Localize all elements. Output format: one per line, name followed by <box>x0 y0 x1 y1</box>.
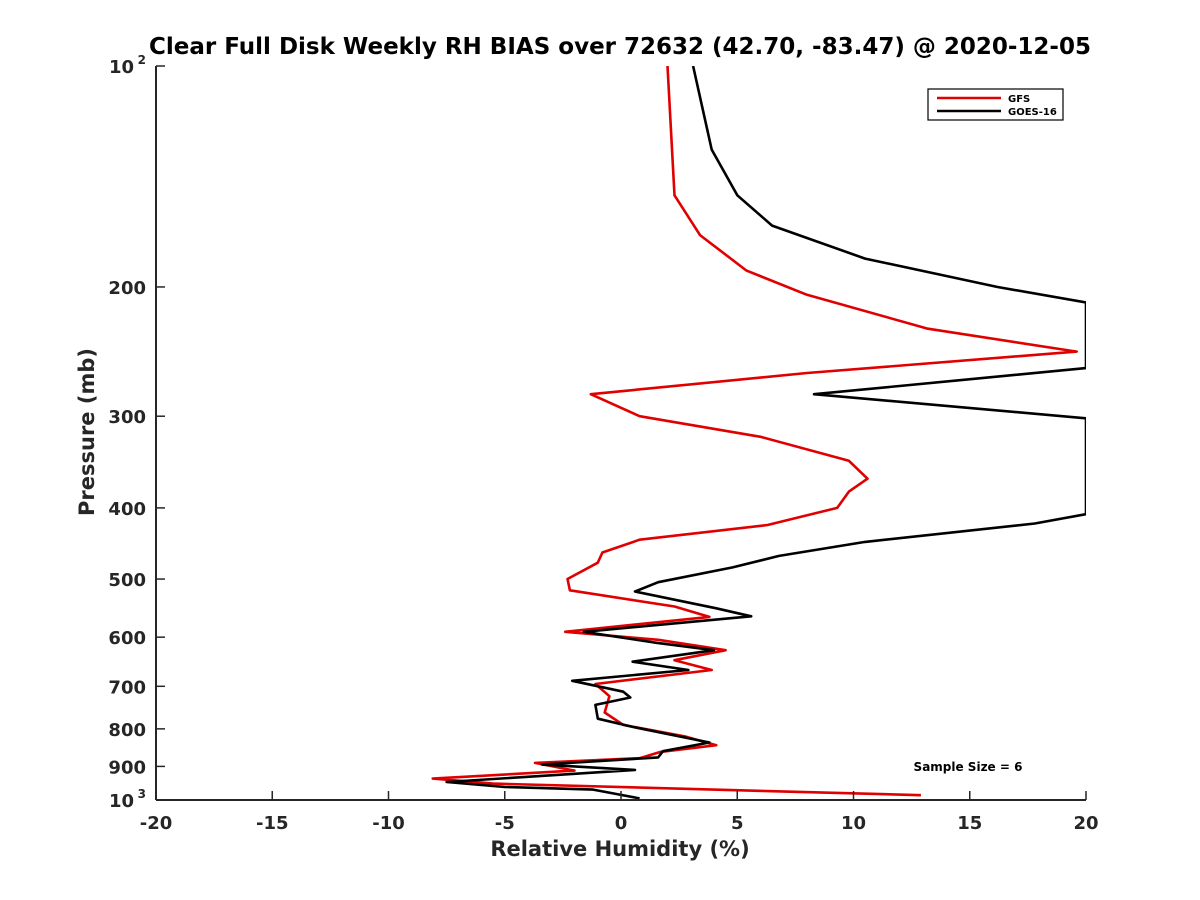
y-tick-label: 500 <box>108 570 146 591</box>
y-tick-label: 900 <box>108 757 146 778</box>
x-tick-label: 5 <box>731 813 744 834</box>
y-tick-label: 10 <box>109 791 134 812</box>
sample-size-annotation: Sample Size = 6 <box>914 760 1023 774</box>
series-layer <box>431 66 1086 800</box>
series-line-gfs <box>431 66 1078 797</box>
x-tick-label: 15 <box>957 813 982 834</box>
legend: GFS GOES-16 <box>927 88 1064 121</box>
y-tick-label: 10 <box>109 57 134 78</box>
y-tick-label: 700 <box>108 677 146 698</box>
series-line-goes16 <box>445 66 1086 800</box>
x-tick-label: -5 <box>495 813 515 834</box>
y-tick-exponent: 2 <box>138 53 146 67</box>
x-axis-ticks: -20 -15 -10 -5 0 5 10 15 20 <box>140 791 1099 834</box>
y-axis-label: Pressure (mb) <box>75 348 99 516</box>
x-tick-label: 20 <box>1073 813 1098 834</box>
y-tick-exponent: 3 <box>138 787 146 801</box>
x-tick-label: -15 <box>256 813 289 834</box>
x-tick-label: 0 <box>615 813 628 834</box>
legend-goes16-label: GOES-16 <box>1008 107 1057 118</box>
y-axis-ticks: 10 2 200 300 400 500 600 700 800 900 10 3 <box>108 53 165 812</box>
y-tick-label: 400 <box>108 499 146 520</box>
y-tick-label: 200 <box>108 278 146 299</box>
chart-title: Clear Full Disk Weekly RH BIAS over 7263… <box>149 34 1091 60</box>
y-tick-label: 600 <box>108 628 146 649</box>
legend-gfs-label: GFS <box>1008 94 1030 105</box>
x-tick-label: 10 <box>841 813 866 834</box>
x-tick-label: -20 <box>140 813 173 834</box>
x-axis-label: Relative Humidity (%) <box>490 837 749 861</box>
legend-box <box>927 88 1064 121</box>
y-tick-label: 300 <box>108 407 146 428</box>
y-tick-label: 800 <box>108 720 146 741</box>
x-tick-label: -10 <box>372 813 405 834</box>
